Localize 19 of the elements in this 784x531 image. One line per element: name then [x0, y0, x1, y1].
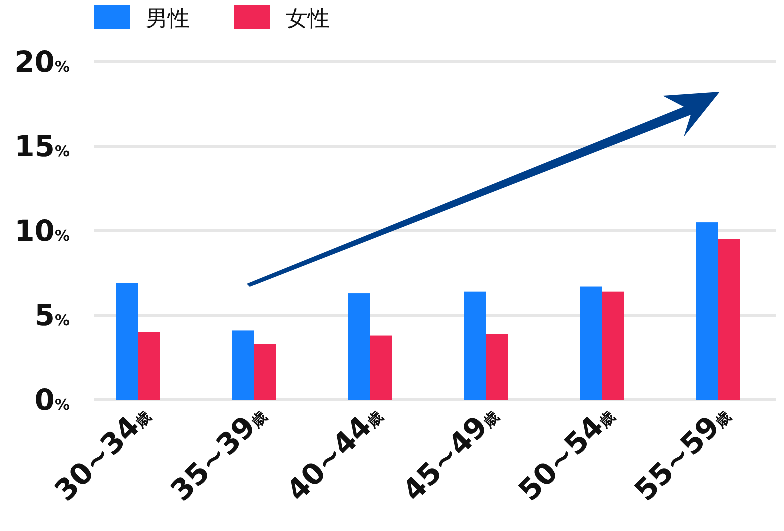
bar: [348, 294, 370, 400]
bar: [116, 283, 138, 400]
y-tick-label: 0%: [34, 383, 70, 417]
bar: [370, 336, 392, 400]
bar: [486, 334, 508, 400]
bar: [138, 332, 160, 400]
bar: [696, 222, 718, 400]
bar: [580, 286, 602, 400]
bar: [232, 330, 254, 400]
bar: [718, 239, 740, 400]
y-tick-label: 15%: [14, 130, 70, 164]
y-tick-label: 5%: [34, 298, 70, 332]
bar: [464, 292, 486, 400]
legend-label: 女性: [286, 7, 330, 32]
y-tick-label: 10%: [14, 214, 70, 248]
bar: [254, 344, 276, 400]
y-tick-label: 20%: [14, 45, 70, 79]
bar: [602, 292, 624, 400]
legend-label: 男性: [146, 7, 190, 32]
